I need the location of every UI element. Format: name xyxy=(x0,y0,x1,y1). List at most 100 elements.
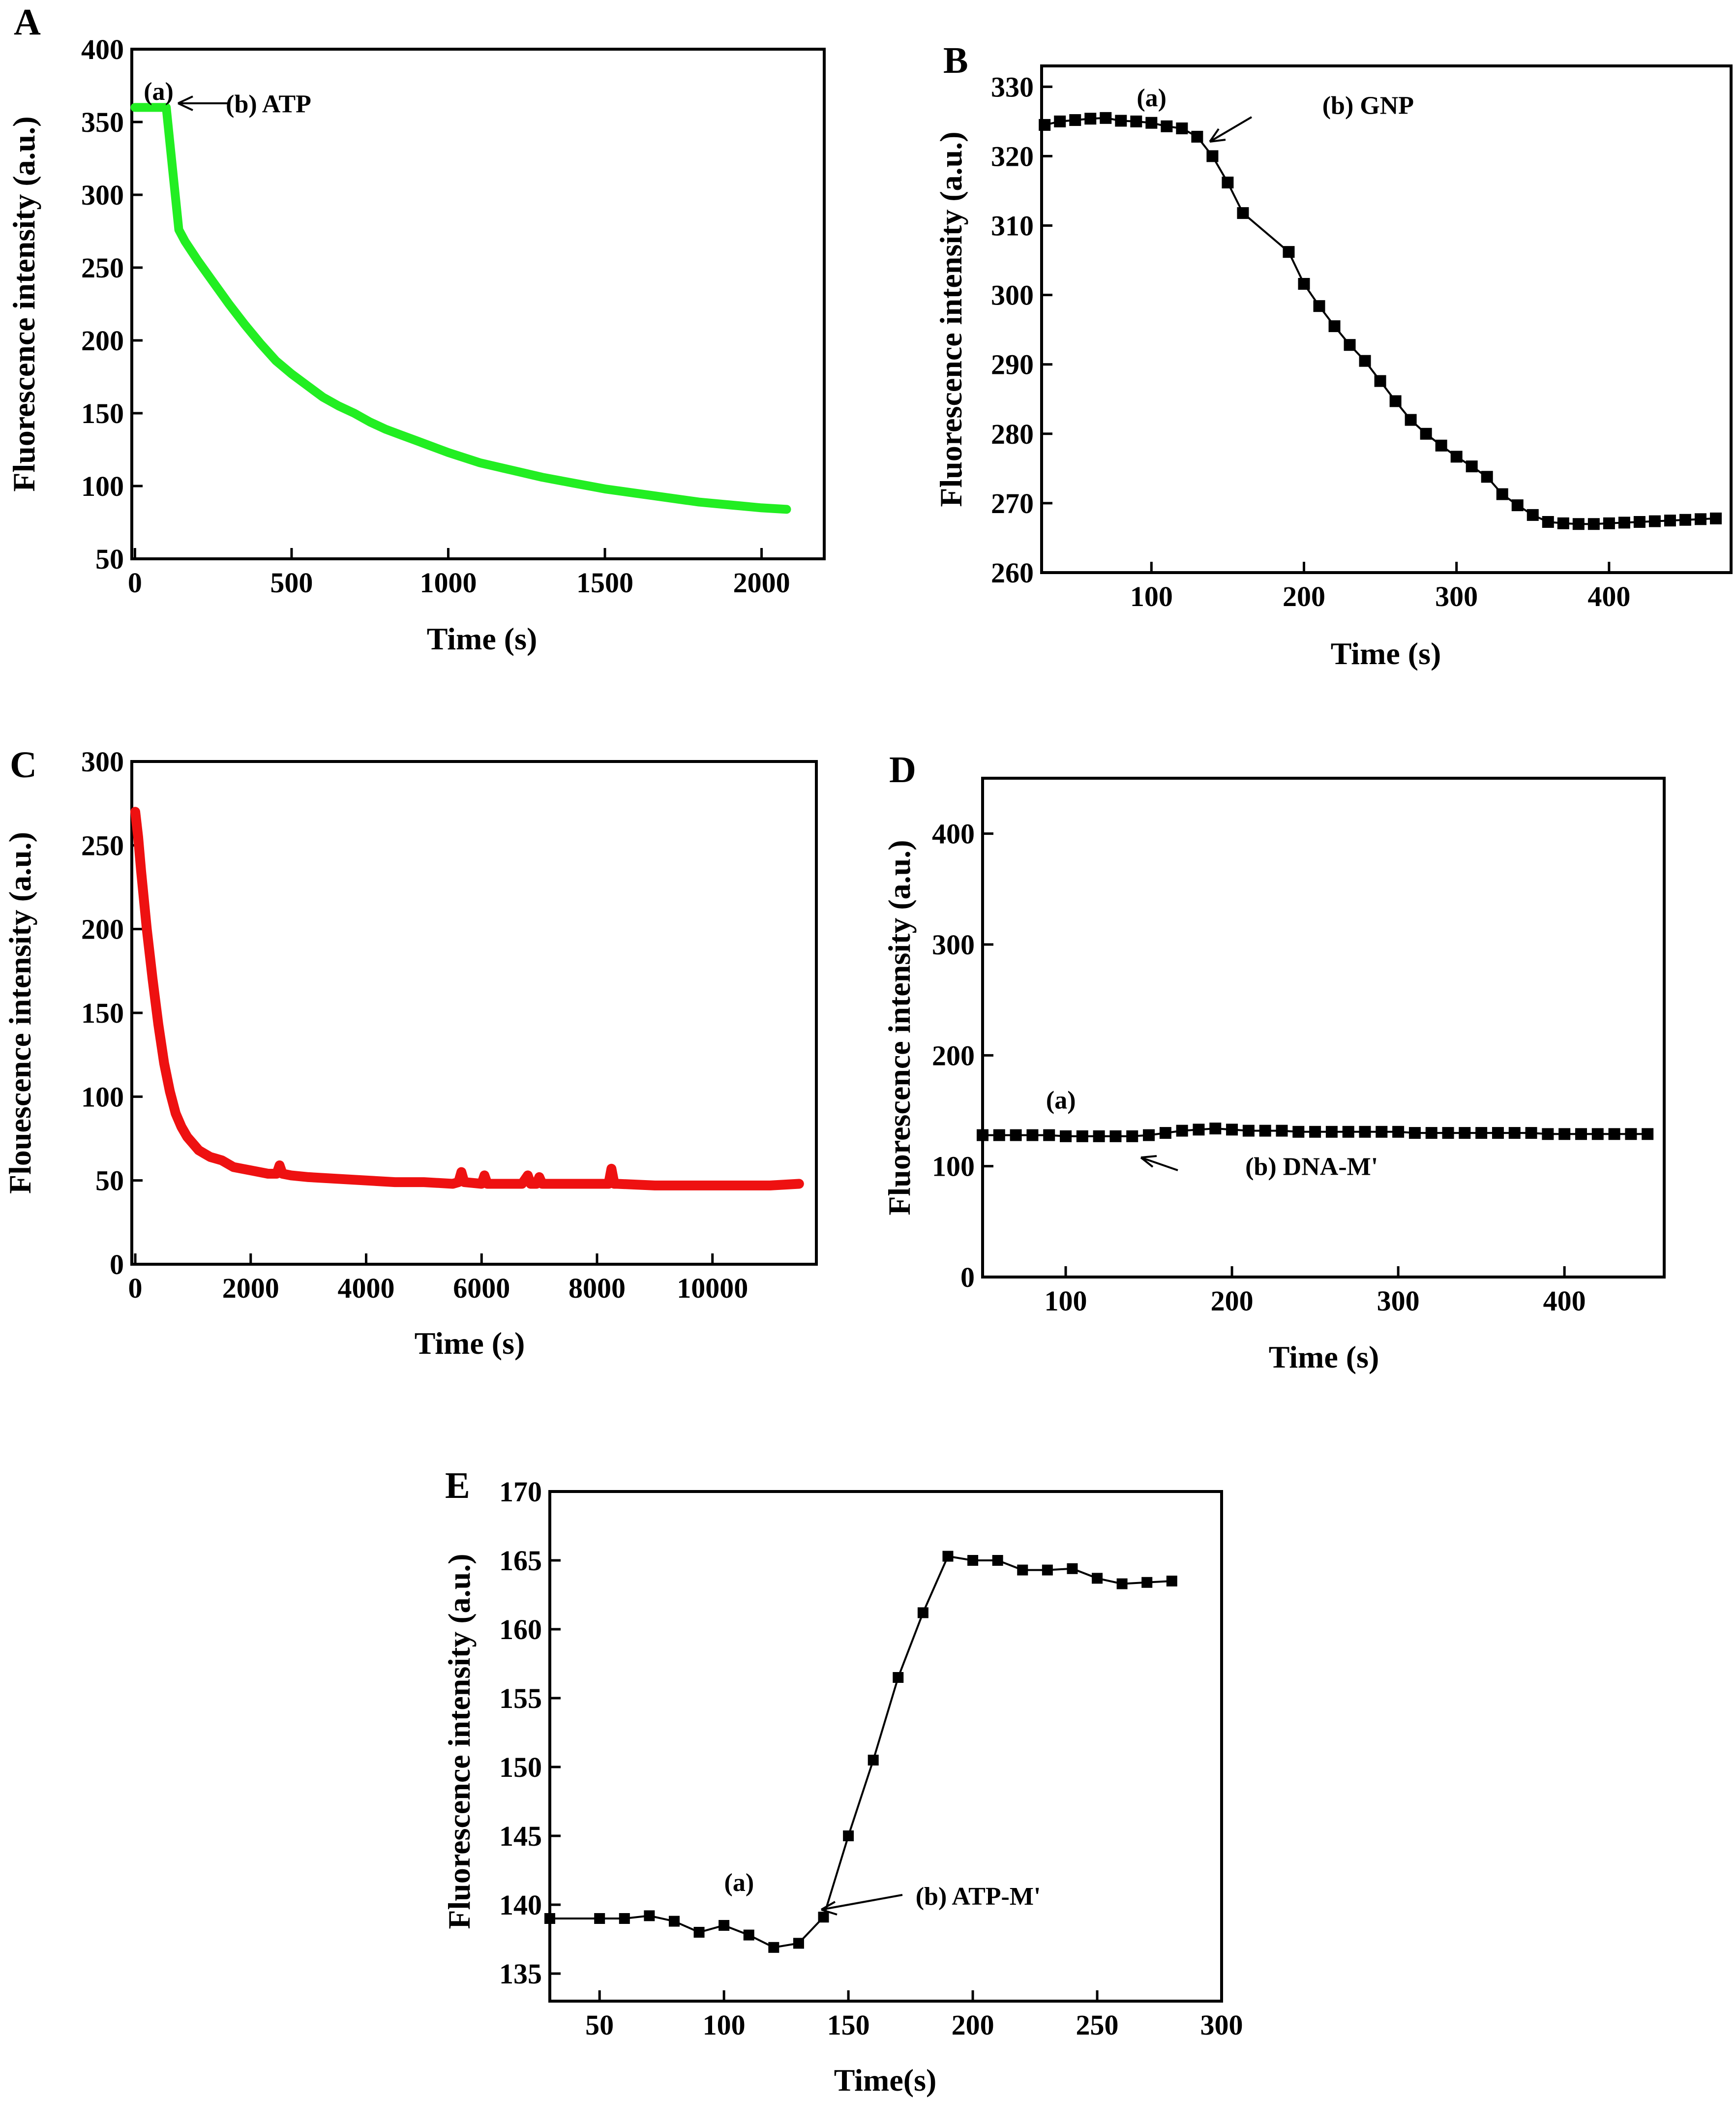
x-tick-label: 0 xyxy=(128,567,142,599)
panel-b-y-axis-title: Fluorescence intensity (a.u.) xyxy=(933,131,968,507)
y-tick-label: 145 xyxy=(499,1820,542,1852)
y-tick-label: 155 xyxy=(499,1682,542,1714)
data-point xyxy=(1010,1129,1022,1141)
panel-d-arrow xyxy=(1140,1155,1178,1171)
data-point xyxy=(1376,1126,1388,1138)
data-point xyxy=(1633,516,1646,528)
data-point xyxy=(1475,1127,1488,1139)
data-point xyxy=(1076,1130,1088,1142)
y-tick-label: 260 xyxy=(991,557,1034,589)
data-point xyxy=(1435,439,1447,452)
panel-c-x-axis-title: Time (s) xyxy=(415,1326,525,1361)
data-point xyxy=(1176,1125,1188,1137)
y-tick-label: 200 xyxy=(81,325,124,357)
data-point xyxy=(1143,1129,1155,1141)
data-point xyxy=(1608,1128,1620,1140)
data-point xyxy=(1092,1573,1103,1584)
y-tick-label: 270 xyxy=(991,487,1034,519)
data-point xyxy=(1709,512,1722,524)
y-tick-label: 170 xyxy=(499,1476,542,1508)
data-point xyxy=(793,1938,804,1949)
y-tick-label: 200 xyxy=(81,913,124,945)
data-point xyxy=(977,1129,988,1141)
data-point xyxy=(1481,471,1493,483)
data-point xyxy=(1237,207,1249,219)
panel-b-arrow xyxy=(1209,116,1253,143)
panel-e-plot-frame xyxy=(548,1490,1223,2003)
panel-a-y-axis-title: Fluorescence intensity (a.u.) xyxy=(6,116,41,491)
data-point xyxy=(1060,1130,1072,1142)
panel-e-arrow xyxy=(821,1894,903,1916)
data-point xyxy=(1466,460,1478,473)
y-tick-label: 100 xyxy=(932,1151,975,1183)
panel-e-x-axis-title: Time(s) xyxy=(834,2063,937,2098)
data-point xyxy=(1176,122,1188,134)
x-tick-label: 1000 xyxy=(419,567,477,599)
y-tick-label: 150 xyxy=(499,1751,542,1783)
data-point xyxy=(1664,515,1676,527)
y-tick-label: 0 xyxy=(110,1248,124,1280)
y-tick-label: 50 xyxy=(95,543,124,575)
panel-c-series-line xyxy=(130,807,804,1190)
panel-c-y-axis-title: Flouescence intensity (a.u.) xyxy=(2,832,37,1194)
data-point xyxy=(1325,1126,1338,1138)
x-tick-label: 200 xyxy=(1211,1285,1254,1317)
data-point xyxy=(1450,451,1463,463)
panel-d-letter: D xyxy=(889,749,916,791)
y-tick-label: 165 xyxy=(499,1545,542,1577)
y-tick-label: 300 xyxy=(932,929,975,961)
data-point xyxy=(1039,119,1051,131)
data-point xyxy=(992,1555,1003,1566)
data-point xyxy=(1405,414,1417,426)
x-tick-label: 150 xyxy=(827,2009,870,2041)
panel-a-annotation-b: (b) ATP xyxy=(226,90,311,118)
x-tick-label: 4000 xyxy=(338,1272,395,1304)
x-tick-label: 0 xyxy=(128,1272,143,1304)
panel-a-annotation-a: (a) xyxy=(144,78,174,106)
data-point xyxy=(1283,246,1295,258)
data-point xyxy=(1093,1130,1105,1142)
data-point xyxy=(1525,1127,1537,1139)
data-point xyxy=(1625,1128,1637,1140)
data-point xyxy=(1209,1123,1222,1135)
panel-a-series-line xyxy=(130,103,791,514)
y-tick-label: 250 xyxy=(81,252,124,284)
panel-e-marks xyxy=(544,1551,1177,1953)
y-tick-label: 200 xyxy=(932,1039,975,1071)
data-point xyxy=(1557,517,1569,529)
data-point xyxy=(594,1913,605,1924)
x-tick-label: 400 xyxy=(1587,580,1630,612)
data-point xyxy=(843,1830,854,1841)
panel-b-ticks: 100 200 300 400 260 270 280 290 300 310 320 330 xyxy=(991,71,1630,612)
y-tick-label: 300 xyxy=(81,746,124,778)
data-point xyxy=(818,1912,829,1923)
y-tick-label: 310 xyxy=(991,210,1034,242)
panel-d-annotation-b: (b) DNA-M' xyxy=(1245,1153,1378,1181)
data-point xyxy=(743,1929,754,1941)
data-point xyxy=(1222,177,1234,189)
data-point xyxy=(1313,300,1325,312)
data-point xyxy=(1259,1125,1271,1137)
data-point xyxy=(1026,1129,1039,1141)
data-point xyxy=(1374,375,1386,387)
panel-c-letter: C xyxy=(10,744,37,786)
y-tick-label: 0 xyxy=(960,1261,975,1293)
data-point xyxy=(1526,509,1539,521)
x-tick-label: 300 xyxy=(1377,1285,1420,1317)
panel-a-letter: A xyxy=(14,1,41,43)
data-point xyxy=(1648,515,1661,527)
x-tick-label: 200 xyxy=(1283,580,1325,612)
x-tick-label: 200 xyxy=(952,2009,994,2041)
data-point xyxy=(1679,514,1691,526)
data-point xyxy=(1109,1130,1122,1142)
panel-d-y-axis-title: Fluorescence intensity (a.u.) xyxy=(882,840,917,1215)
y-tick-label: 350 xyxy=(81,106,124,138)
data-point xyxy=(1166,1576,1177,1586)
data-point xyxy=(1694,513,1706,525)
data-point xyxy=(1141,1577,1153,1588)
data-point xyxy=(1084,113,1097,125)
data-point xyxy=(1359,1126,1371,1138)
data-point xyxy=(1511,499,1524,512)
panel-e-annotation-a: (a) xyxy=(724,1869,754,1897)
